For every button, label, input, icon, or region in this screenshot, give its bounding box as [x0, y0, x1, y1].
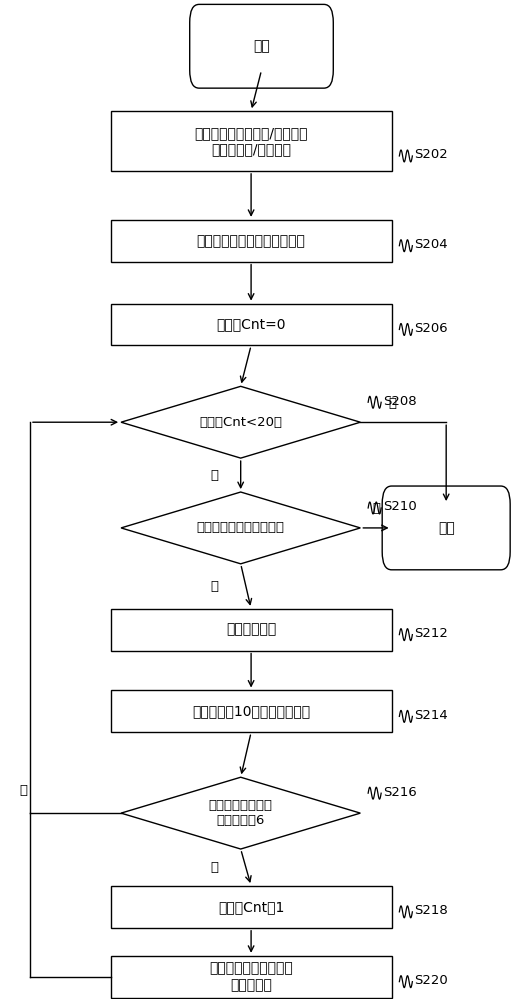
Text: 截取句子前10个字符作为样本: 截取句子前10个字符作为样本: [192, 704, 310, 718]
Text: 是: 是: [211, 580, 219, 593]
Text: 取下一个句子: 取下一个句子: [226, 623, 276, 637]
Text: S220: S220: [414, 974, 448, 987]
Text: S206: S206: [414, 322, 448, 335]
FancyBboxPatch shape: [190, 4, 333, 88]
Text: S204: S204: [414, 238, 448, 251]
Text: S214: S214: [414, 709, 448, 722]
Polygon shape: [121, 777, 360, 849]
Bar: [111, 609, 392, 651]
Text: S202: S202: [414, 148, 448, 161]
Text: S218: S218: [414, 904, 448, 917]
Text: 结束: 结束: [438, 521, 454, 535]
Text: 计算样本的哈希值作为
一个特征值: 计算样本的哈希值作为 一个特征值: [209, 962, 293, 992]
Text: 否: 否: [372, 502, 380, 515]
FancyBboxPatch shape: [382, 486, 510, 570]
Text: 样本数Cnt加1: 样本数Cnt加1: [218, 900, 285, 914]
Text: 判断样本长度是否
大于或等于6: 判断样本长度是否 大于或等于6: [209, 799, 272, 827]
Text: S216: S216: [383, 786, 416, 799]
Text: 样本数Cnt<20？: 样本数Cnt<20？: [199, 416, 282, 429]
Text: 将文章按标点符号拆分成句子: 将文章按标点符号拆分成句子: [197, 234, 305, 248]
Bar: [111, 220, 392, 262]
Bar: [111, 304, 392, 345]
Text: 是: 是: [211, 861, 219, 874]
Text: 判断是否存在下一个句子: 判断是否存在下一个句子: [197, 521, 285, 534]
Text: S208: S208: [383, 395, 416, 408]
Text: 否: 否: [389, 397, 397, 410]
Text: 文章整理，进行半角/全角字符
转换与繁体/简体转换: 文章整理，进行半角/全角字符 转换与繁体/简体转换: [195, 126, 308, 156]
Bar: [111, 886, 392, 928]
Text: S210: S210: [383, 500, 416, 513]
Bar: [111, 690, 392, 732]
Text: 样本数Cnt=0: 样本数Cnt=0: [217, 317, 286, 331]
Text: 是: 是: [211, 469, 219, 482]
Polygon shape: [121, 492, 360, 564]
Bar: [111, 111, 392, 171]
Text: 开始: 开始: [253, 39, 270, 53]
Text: 否: 否: [19, 784, 27, 797]
Text: S212: S212: [414, 627, 448, 640]
Polygon shape: [121, 386, 360, 458]
Bar: [111, 956, 392, 998]
